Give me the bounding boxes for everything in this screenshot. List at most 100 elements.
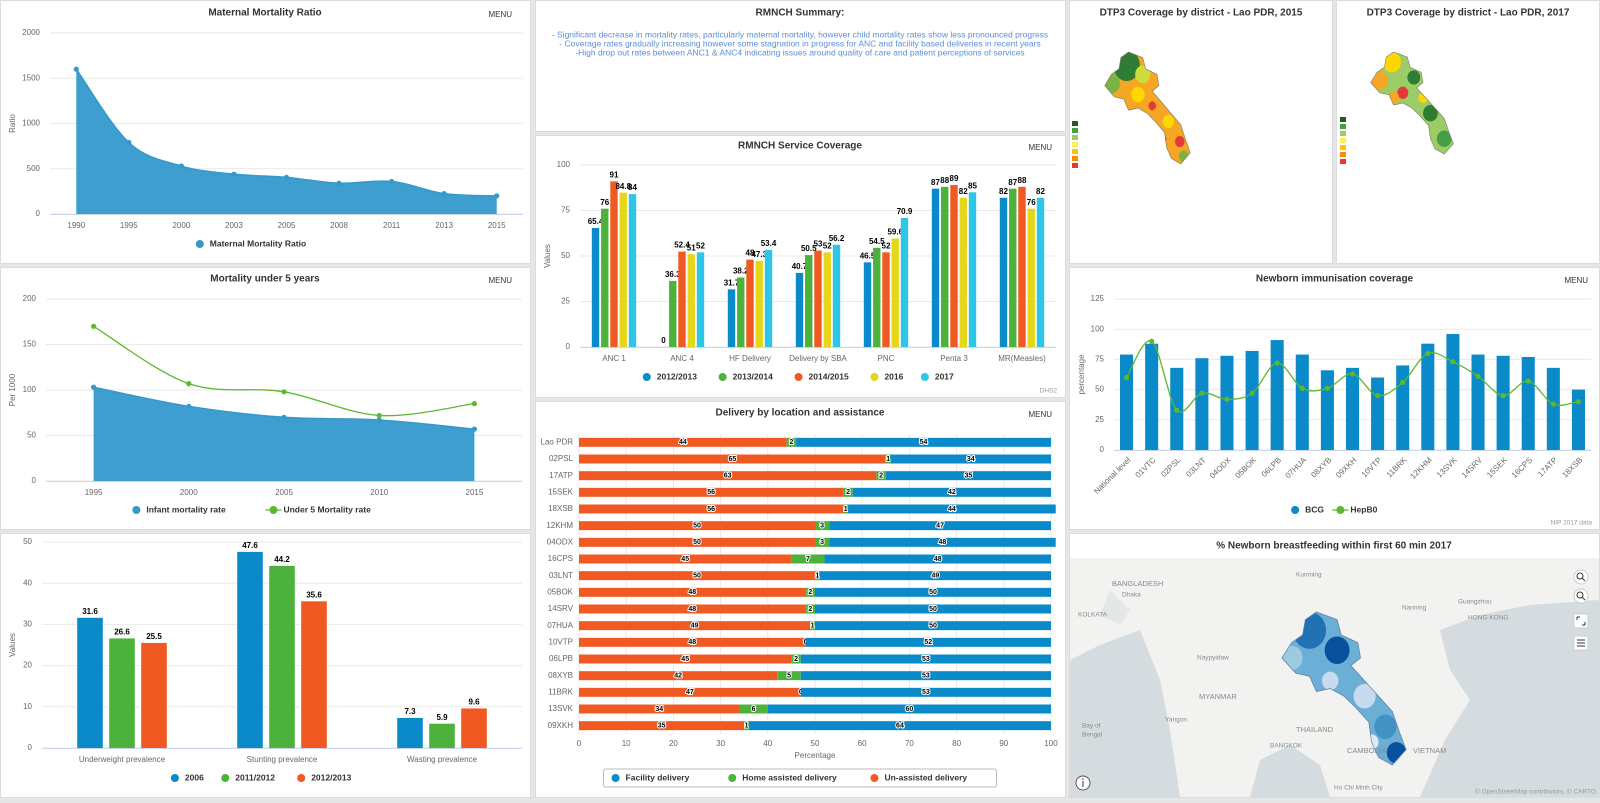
- legend-label[interactable]: HepB0: [1350, 504, 1377, 514]
- x-tick-label: 60: [858, 739, 867, 748]
- data-label: 76: [600, 198, 609, 207]
- menu-button[interactable]: MENU: [488, 10, 512, 19]
- menu-button[interactable]: MENU: [1028, 410, 1052, 419]
- data-label: 44.2: [274, 555, 290, 564]
- data-label: 47: [686, 689, 694, 696]
- data-label: 9.6: [468, 698, 480, 707]
- point: [1475, 373, 1481, 379]
- fullscreen-button[interactable]: [1573, 613, 1589, 629]
- legend-label[interactable]: Home assisted delivery: [742, 772, 837, 782]
- point: [186, 403, 192, 409]
- legend-marker: [221, 774, 230, 782]
- menu-button[interactable]: MENU: [1028, 143, 1052, 152]
- point: [1324, 385, 1330, 391]
- map-label: Ho Chi Minh City: [1334, 785, 1384, 792]
- bar-segment: [579, 721, 745, 731]
- x-tick-label: Delivery by SBA: [789, 354, 847, 363]
- data-label: 2: [808, 589, 812, 596]
- data-label: 84: [628, 183, 637, 192]
- bar: [109, 638, 135, 748]
- map-title: DTP3 Coverage by district - Lao PDR, 201…: [1367, 8, 1570, 19]
- bar: [814, 250, 822, 347]
- point: [1500, 393, 1506, 399]
- bar-segment: [579, 687, 801, 697]
- legend-label[interactable]: 2013/2014: [733, 371, 773, 381]
- zoom-out-button[interactable]: [1573, 588, 1589, 604]
- layers-button[interactable]: [1573, 635, 1589, 651]
- bar-segment: [805, 604, 815, 614]
- legend-label[interactable]: 2017: [935, 371, 954, 381]
- y-tick-label: 10VTP: [549, 637, 573, 646]
- menu-button[interactable]: MENU: [1564, 276, 1588, 285]
- zoom-in-button[interactable]: [1573, 569, 1589, 585]
- x-tick-label: 70: [905, 739, 914, 748]
- bar: [746, 259, 754, 347]
- bar-segment: [579, 704, 740, 714]
- legend-label[interactable]: 2014/2015: [809, 371, 849, 381]
- data-label: 47: [936, 523, 944, 530]
- bar: [931, 188, 940, 347]
- legend-label[interactable]: Maternal Mortality Ratio: [210, 238, 306, 248]
- info-button[interactable]: [1075, 775, 1091, 791]
- bar: [941, 186, 949, 347]
- legend-label[interactable]: 2006: [185, 772, 204, 782]
- data-label: 50: [929, 606, 937, 613]
- bar-segment: [579, 537, 815, 547]
- data-label: 64: [896, 723, 904, 730]
- y-tick-label: 125: [1091, 294, 1105, 303]
- chart-title: Newborn immunisation coverage: [1256, 274, 1414, 285]
- x-tick-label: 90: [999, 739, 1008, 748]
- data-label: 89: [950, 174, 959, 183]
- bar: [764, 249, 773, 347]
- y-tick-label: 1500: [22, 73, 40, 82]
- bar: [755, 260, 763, 347]
- x-tick-label: 2013: [435, 221, 453, 230]
- legend-label[interactable]: Infant mortality rate: [146, 504, 226, 514]
- bar-segment: [579, 487, 844, 497]
- data-label: 31.6: [82, 607, 98, 616]
- data-label: 40.7: [792, 262, 808, 271]
- bar-segment: [579, 637, 806, 647]
- y-tick-label: 50: [561, 251, 570, 260]
- map-labels: BANGLADESH Dhaka KOLKATA Kunming Nanning…: [1078, 572, 1596, 796]
- map-label: CAMBODIA: [1347, 746, 1387, 755]
- y-tick-label: 20: [23, 661, 32, 670]
- y-tick-label: 75: [561, 206, 570, 215]
- bar-segment: [885, 471, 1051, 481]
- point: [1199, 390, 1205, 396]
- data-label: 1: [844, 506, 848, 513]
- bar-segment: [579, 437, 787, 447]
- bar-segment: [579, 521, 815, 531]
- bar: [669, 280, 677, 347]
- legend-label[interactable]: 2016: [884, 371, 903, 381]
- bar-segment: [791, 554, 825, 564]
- legend-label[interactable]: 2011/2012: [235, 772, 275, 782]
- map-label: Bay of: [1082, 723, 1101, 730]
- bar: [1446, 334, 1460, 450]
- map-label: Nanning: [1402, 605, 1427, 612]
- y-axis-label: Per 1000: [8, 373, 17, 406]
- data-label: 56: [707, 506, 715, 513]
- legend-label[interactable]: 2012/2013: [657, 371, 697, 381]
- bar-segment: [852, 487, 1051, 497]
- legend-label[interactable]: Under 5 Mortality rate: [283, 504, 371, 514]
- bar-segment: [829, 537, 1056, 547]
- map-label: KOLKATA: [1078, 612, 1108, 619]
- legend-label[interactable]: Un-assisted delivery: [884, 772, 967, 782]
- data-label: 53: [814, 240, 823, 249]
- bar: [805, 255, 813, 347]
- point: [376, 412, 382, 419]
- bar-segment: [819, 571, 1051, 581]
- y-tick-label: 100: [23, 385, 37, 394]
- data-label: 84.8: [615, 182, 631, 191]
- legend-label[interactable]: Facility delivery: [626, 772, 690, 782]
- menu-button[interactable]: MENU: [488, 276, 512, 285]
- bar: [601, 208, 609, 347]
- data-label: 56: [707, 489, 715, 496]
- map-label: Bengal: [1082, 732, 1103, 739]
- legend-label[interactable]: BCG: [1305, 504, 1324, 514]
- bar-segment: [800, 654, 1051, 664]
- y-tick-label: 30: [23, 620, 32, 629]
- legend-label[interactable]: 2012/2013: [311, 772, 351, 782]
- bar-segment: [805, 587, 815, 597]
